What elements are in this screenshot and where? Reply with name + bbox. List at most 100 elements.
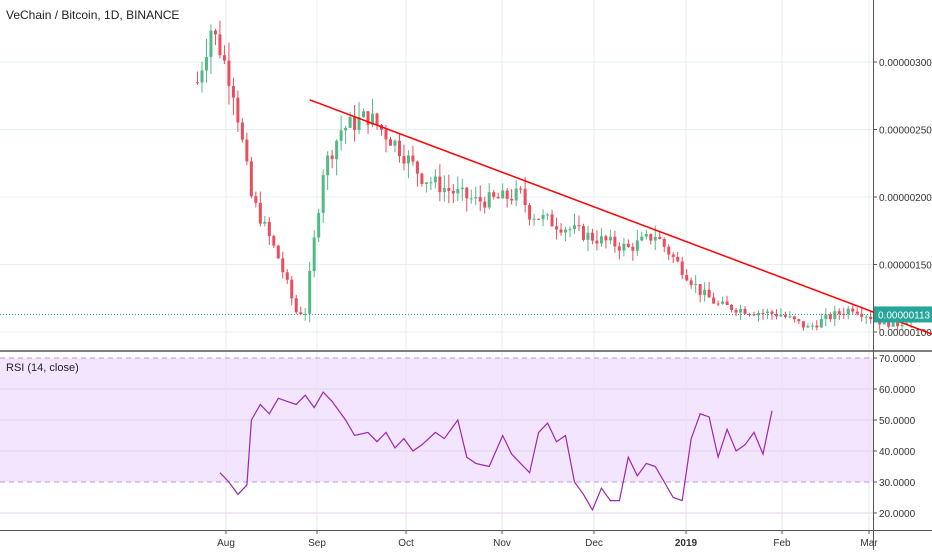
candle	[299, 312, 303, 315]
candle	[716, 303, 720, 305]
candle	[371, 113, 375, 125]
candle	[353, 116, 357, 130]
candle	[828, 314, 832, 320]
candle	[658, 236, 662, 239]
candle	[761, 313, 765, 315]
candle	[757, 313, 760, 316]
candle	[254, 196, 258, 203]
candle	[725, 301, 729, 305]
last-price-label: 0.00000113	[878, 310, 931, 321]
candle	[792, 316, 796, 320]
candle	[810, 325, 814, 327]
candle	[721, 301, 725, 304]
candle	[222, 55, 226, 61]
candle	[402, 156, 406, 164]
candle	[568, 229, 572, 231]
candle	[240, 122, 244, 140]
rsi-title: RSI (14, close)	[6, 362, 79, 374]
rsi-tick-label: 50.0000	[879, 416, 916, 427]
candle	[712, 297, 716, 304]
candle	[263, 221, 267, 224]
candle	[604, 236, 608, 241]
candle	[317, 212, 321, 238]
candle	[483, 201, 487, 208]
rsi-tick-label: 70.0000	[879, 354, 916, 365]
candle	[442, 188, 446, 193]
candle	[631, 246, 635, 251]
candle	[891, 318, 895, 327]
candle	[649, 233, 653, 241]
candle	[514, 188, 518, 201]
candle	[420, 173, 424, 185]
candle	[541, 214, 545, 220]
rsi-tick-label: 60.0000	[879, 385, 916, 396]
candle	[617, 246, 621, 251]
candle	[685, 274, 689, 281]
candle	[595, 240, 599, 244]
candle	[258, 202, 262, 224]
grid-layer	[0, 0, 873, 530]
candle	[344, 127, 348, 131]
candle	[326, 155, 330, 176]
candle	[281, 258, 285, 273]
candle	[339, 130, 343, 141]
candle	[689, 280, 693, 285]
candle	[384, 129, 388, 140]
candle	[213, 30, 217, 35]
x-tick-label: Sep	[308, 538, 326, 549]
candle	[550, 214, 554, 227]
candle	[200, 70, 204, 83]
candle	[505, 190, 509, 199]
candle	[869, 316, 873, 320]
x-tick-label: Mar	[860, 538, 878, 549]
candle	[676, 256, 680, 262]
candle	[474, 197, 478, 199]
candle	[770, 311, 774, 314]
candle	[406, 155, 410, 164]
rsi-tick-label: 20.0000	[879, 509, 916, 520]
candle	[523, 188, 527, 206]
x-tick-label: Feb	[773, 538, 791, 549]
candle	[788, 316, 792, 318]
candle	[415, 161, 419, 174]
candle	[303, 313, 307, 315]
candle	[622, 243, 626, 251]
candle	[667, 246, 671, 255]
candle	[680, 261, 684, 275]
candle	[294, 298, 298, 313]
candle	[290, 279, 294, 299]
candle	[599, 236, 603, 244]
candle	[572, 225, 576, 230]
candle	[451, 190, 455, 194]
candle	[855, 311, 859, 314]
rsi-line	[219, 391, 773, 512]
candle	[555, 226, 559, 230]
candle	[227, 60, 231, 87]
candle	[532, 218, 536, 220]
candle	[272, 236, 276, 246]
x-tick-label: 2019	[675, 538, 698, 549]
candle	[366, 111, 370, 125]
rsi-tick-label: 40.0000	[879, 447, 916, 458]
candle	[433, 176, 437, 183]
candle	[546, 214, 550, 216]
candle	[694, 284, 698, 286]
candle	[438, 176, 442, 193]
candle	[739, 308, 743, 313]
candle	[249, 161, 253, 197]
candle	[590, 232, 594, 241]
x-tick-label: Nov	[493, 538, 511, 549]
candle	[635, 240, 639, 251]
candle	[887, 318, 891, 327]
candle	[819, 319, 823, 328]
candle	[864, 316, 868, 318]
candle	[743, 308, 747, 314]
candle	[801, 321, 805, 328]
candle	[388, 139, 392, 146]
last-price-badge	[874, 306, 932, 323]
candle	[626, 243, 630, 247]
candle	[774, 313, 778, 317]
candle	[653, 236, 657, 241]
candle	[465, 187, 469, 199]
